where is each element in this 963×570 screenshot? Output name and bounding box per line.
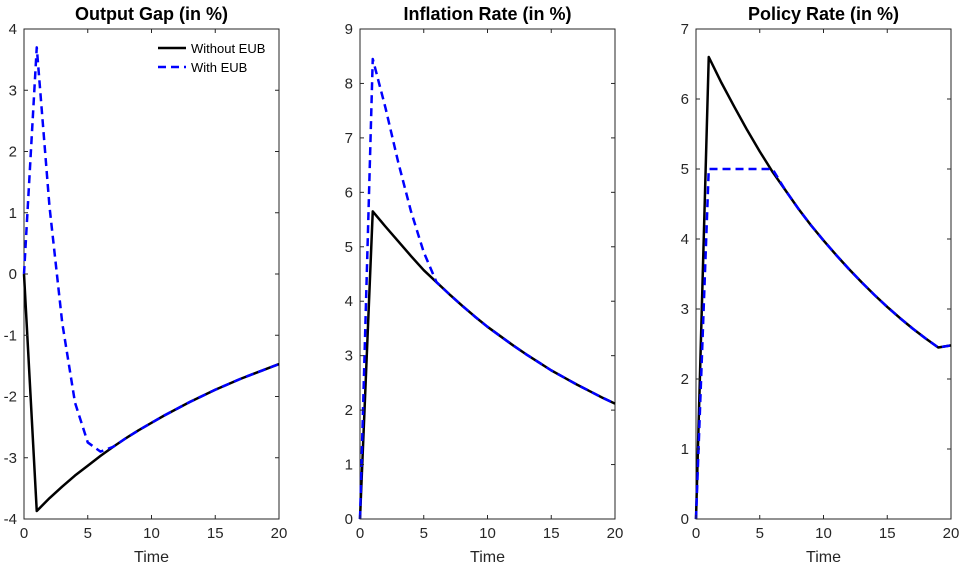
series-lines xyxy=(358,57,616,520)
panel-title: Output Gap (in %) xyxy=(75,4,228,24)
y-tick-label: 1 xyxy=(9,205,17,222)
y-tick-label: 1 xyxy=(345,457,353,474)
y-tick-label: -4 xyxy=(4,511,17,528)
x-tick-label: 0 xyxy=(20,525,28,542)
x-tick-label: 20 xyxy=(943,525,960,542)
panel-policy-rate: Policy Rate (in %) 0 5 10 15 20 0 1 2 3 4 5 6 7 Time xyxy=(681,4,960,566)
axis-ticks: 0 5 10 15 20 0 1 2 3 4 5 6 7 8 9 xyxy=(345,21,624,542)
x-tick-label: 15 xyxy=(879,525,896,542)
series-lines xyxy=(694,55,952,520)
y-tick-label: 0 xyxy=(345,511,353,528)
y-tick-label: 7 xyxy=(681,21,689,38)
y-tick-label: 2 xyxy=(345,402,353,419)
y-tick-label: 8 xyxy=(345,75,353,92)
x-tick-label: 20 xyxy=(607,525,624,542)
panel-title: Policy Rate (in %) xyxy=(748,4,899,24)
y-tick-label: 4 xyxy=(345,293,353,310)
series-lines xyxy=(22,46,280,513)
x-tick-label: 5 xyxy=(756,525,764,542)
x-axis-label: Time xyxy=(134,549,169,566)
series-line-with-eub xyxy=(358,57,616,520)
y-tick-label: 0 xyxy=(9,266,17,283)
y-tick-label: -2 xyxy=(4,389,17,406)
axis-ticks: 0 5 10 15 20 -4 -3 -2 -1 0 1 2 3 4 xyxy=(4,21,288,542)
y-tick-label: 3 xyxy=(9,82,17,99)
legend-label-with-eub: With EUB xyxy=(191,60,247,75)
legend: Without EUB With EUB xyxy=(153,34,277,78)
legend-box xyxy=(153,34,277,78)
plot-area xyxy=(359,28,616,520)
x-axis-label: Time xyxy=(470,549,505,566)
x-tick-label: 0 xyxy=(692,525,700,542)
y-tick-label: 5 xyxy=(345,239,353,256)
x-axis-label: Time xyxy=(806,549,841,566)
y-tick-label: 9 xyxy=(345,21,353,38)
y-tick-label: 2 xyxy=(9,144,17,161)
x-tick-label: 5 xyxy=(84,525,92,542)
y-tick-label: 2 xyxy=(681,371,689,388)
y-tick-label: 6 xyxy=(345,184,353,201)
panel-title: Inflation Rate (in %) xyxy=(404,4,572,24)
x-tick-label: 10 xyxy=(815,525,832,542)
plot-area xyxy=(23,28,280,520)
x-tick-label: 10 xyxy=(143,525,160,542)
legend-label-without-eub: Without EUB xyxy=(191,41,265,56)
panel-inflation-rate: Inflation Rate (in %) 0 5 10 15 20 0 1 2 3 4 5 6 7 8 9… xyxy=(345,4,624,566)
x-tick-label: 20 xyxy=(271,525,288,542)
axis-ticks: 0 5 10 15 20 0 1 2 3 4 5 6 7 xyxy=(681,21,960,542)
series-line-with-eub xyxy=(22,46,280,453)
y-tick-label: 3 xyxy=(681,301,689,318)
series-line-with-eub xyxy=(694,167,952,520)
x-tick-label: 10 xyxy=(479,525,496,542)
x-tick-label: 0 xyxy=(356,525,364,542)
panel-output-gap: Output Gap (in %) 0 5 10 15 20-4-3-2-101234 … xyxy=(4,4,288,566)
y-tick-label: 6 xyxy=(681,91,689,108)
y-tick-label: 1 xyxy=(681,441,689,458)
y-tick-label: 4 xyxy=(9,21,17,38)
y-tick-label: 4 xyxy=(681,231,689,248)
x-tick-label: 15 xyxy=(207,525,224,542)
x-tick-label: 5 xyxy=(420,525,428,542)
y-tick-label: 3 xyxy=(345,348,353,365)
y-tick-label: 5 xyxy=(681,161,689,178)
y-tick-label: -1 xyxy=(4,327,17,344)
plot-area xyxy=(695,28,952,520)
y-tick-label: -3 xyxy=(4,450,17,467)
y-tick-label: 0 xyxy=(681,511,689,528)
x-tick-label: 15 xyxy=(543,525,560,542)
y-tick-label: 7 xyxy=(345,130,353,147)
